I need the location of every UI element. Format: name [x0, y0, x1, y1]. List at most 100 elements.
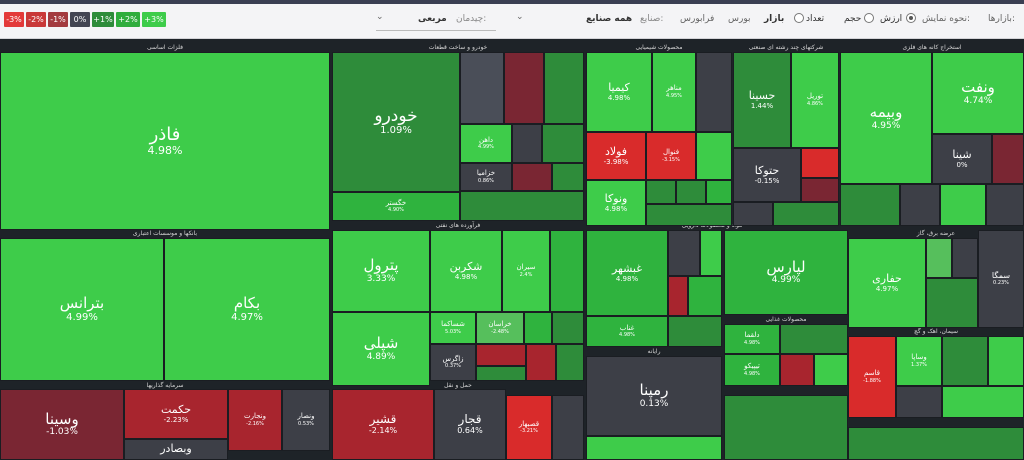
tile-oil-f[interactable]: [526, 344, 556, 381]
tile-auto-b[interactable]: [504, 52, 544, 124]
market-bourse-option[interactable]: بورس: [728, 14, 751, 24]
tile-mine-d[interactable]: [940, 184, 986, 226]
tile-chem-a[interactable]: [696, 52, 732, 132]
tile-ghnaab[interactable]: غناب 4.98%: [586, 316, 668, 347]
tile-petrol[interactable]: پترول 3.33%: [332, 230, 430, 312]
tile-oil-a[interactable]: [550, 230, 584, 312]
tile-ghashir[interactable]: قشیر -2.14%: [332, 389, 434, 460]
tile-auto-c[interactable]: [544, 52, 584, 124]
tile-hekmat[interactable]: حکمت -2.23%: [124, 389, 228, 439]
tile-auto-h[interactable]: [460, 191, 584, 221]
tile-vanjarat[interactable]: ونجارت -2.16%: [228, 389, 282, 451]
tile-pharma-c[interactable]: [668, 276, 688, 316]
tile-rampna[interactable]: رمپنا 0.13%: [586, 356, 722, 436]
tile-util-b[interactable]: [952, 238, 978, 278]
mode-value-radio[interactable]: [906, 13, 916, 23]
tile-chem-e[interactable]: [706, 180, 732, 204]
tile-chem-f[interactable]: [646, 204, 732, 226]
tile-food-c[interactable]: [814, 354, 848, 386]
tile-khegostar[interactable]: خگستر 4.90%: [332, 192, 460, 221]
tile-util-c[interactable]: [926, 278, 978, 328]
tile-semga[interactable]: سمگا 0.23%: [978, 230, 1024, 328]
tile-khodro[interactable]: خودرو 1.09%: [332, 52, 460, 192]
tile-khazamia[interactable]: خزامیا 0.86%: [460, 163, 512, 191]
tile-oil-c[interactable]: [552, 312, 584, 344]
tile-hold-a[interactable]: [801, 148, 839, 178]
tile-kimia[interactable]: کیمیا 4.98%: [586, 52, 652, 132]
tile-cement-d[interactable]: [942, 386, 1024, 418]
tile-trans-a[interactable]: [552, 395, 584, 460]
tile-lapars[interactable]: لپارس 4.99%: [724, 230, 848, 315]
tile-chem-d[interactable]: [676, 180, 706, 204]
tile-vasina[interactable]: وسینا -1.03%: [0, 389, 124, 460]
mode-count-radio[interactable]: [794, 13, 804, 23]
tile-auto-g[interactable]: [552, 163, 584, 191]
market-bazaar-option[interactable]: بازار: [764, 14, 785, 24]
tile-hasina[interactable]: حسینا 1.44%: [733, 52, 791, 148]
tile-oil-b[interactable]: [524, 312, 552, 344]
tile-shekarbon[interactable]: شکربن 4.98%: [430, 230, 502, 312]
tile-food-b[interactable]: [780, 354, 814, 386]
mode-volume-radio[interactable]: [864, 13, 874, 23]
ticker-change: 0%: [956, 160, 968, 169]
tile-tavil[interactable]: توریل 4.86%: [791, 52, 839, 148]
tile-oil-g[interactable]: [556, 344, 584, 381]
tile-ghojar[interactable]: قجار 0.64%: [434, 389, 506, 460]
tile-btrans[interactable]: بترانس 4.99%: [0, 238, 164, 381]
tile-foolad[interactable]: فولاد -3.98%: [586, 132, 646, 180]
tile-cement-e[interactable]: [848, 427, 1024, 460]
tile-fnoval[interactable]: فنوال -3.15%: [646, 132, 696, 180]
tile-monaher[interactable]: مناهر 4.95%: [652, 52, 696, 132]
tile-auto-d[interactable]: [512, 124, 542, 163]
tile-chem-b[interactable]: [696, 132, 732, 180]
tile-oil-d[interactable]: [476, 344, 526, 366]
tile-oil-e[interactable]: [476, 366, 526, 381]
tile-shina[interactable]: شینا 0%: [932, 134, 992, 184]
tile-sharan[interactable]: سیران 2.4%: [502, 230, 550, 312]
tile-mine-c[interactable]: [900, 184, 940, 226]
tile-fazar[interactable]: فاذر 4.98%: [0, 52, 330, 230]
tile-ghasem[interactable]: قاسم -1.88%: [848, 336, 896, 418]
tile-hatoka[interactable]: حتوکا -0.15%: [733, 148, 801, 202]
tile-tech-a[interactable]: [586, 436, 722, 460]
tile-shepli[interactable]: شپلی 4.89%: [332, 312, 430, 386]
tile-tipiko[interactable]: تیپیکو 4.98%: [724, 354, 780, 386]
tile-vansar[interactable]: ونصار 0.53%: [282, 389, 330, 451]
tile-vabime[interactable]: وبیمه 4.95%: [840, 52, 932, 184]
tile-food-d[interactable]: [724, 395, 848, 460]
tile-vaneka[interactable]: ونوکا 4.98%: [586, 180, 646, 226]
tile-pharma-d[interactable]: [688, 276, 722, 316]
tile-dalghama[interactable]: دلقما 4.98%: [724, 324, 780, 354]
tile-hold-d[interactable]: [773, 202, 839, 226]
tile-pharma-a[interactable]: [668, 230, 700, 276]
tile-ghasebahar[interactable]: قصبهار -3.21%: [506, 395, 552, 460]
tile-zagros[interactable]: زاگرس 0.37%: [430, 344, 476, 381]
tile-auto-a[interactable]: [460, 52, 504, 124]
tile-chem-c[interactable]: [646, 180, 676, 204]
tile-mine-e[interactable]: [986, 184, 1024, 226]
tile-pharma-b[interactable]: [700, 230, 722, 276]
tile-vesapa[interactable]: وساپا 1.37%: [896, 336, 942, 386]
tile-bekam[interactable]: بکام 4.97%: [164, 238, 330, 381]
tile-mine-a[interactable]: [992, 134, 1024, 184]
tile-util-a[interactable]: [926, 238, 952, 278]
tile-mine-b[interactable]: [840, 184, 900, 226]
tile-hefari[interactable]: حفاری 4.97%: [848, 238, 926, 328]
tile-cement-c[interactable]: [896, 386, 942, 418]
tile-hold-c[interactable]: [733, 202, 773, 226]
tile-hold-b[interactable]: [801, 178, 839, 202]
tile-pharma-e[interactable]: [668, 316, 722, 347]
tile-vabsadar[interactable]: وبصادر: [124, 439, 228, 460]
tile-food-a[interactable]: [780, 324, 848, 354]
tile-vanaft[interactable]: ونفت 4.74%: [932, 52, 1024, 134]
tile-auto-f[interactable]: [512, 163, 552, 191]
tile-ghashhar[interactable]: غبشهر 4.98%: [586, 230, 668, 316]
tile-cement-b[interactable]: [988, 336, 1024, 386]
tile-shsakhma[interactable]: شساکما 5.03%: [430, 312, 476, 344]
tile-auto-e[interactable]: [542, 124, 584, 163]
legend-plus3: +3%: [142, 12, 166, 27]
tile-dahan[interactable]: داهن 4.99%: [460, 124, 512, 163]
market-farabourse-option[interactable]: فرابورس: [680, 14, 715, 24]
tile-cement-a[interactable]: [942, 336, 988, 386]
tile-khorasan[interactable]: خراسان -2.48%: [476, 312, 524, 344]
